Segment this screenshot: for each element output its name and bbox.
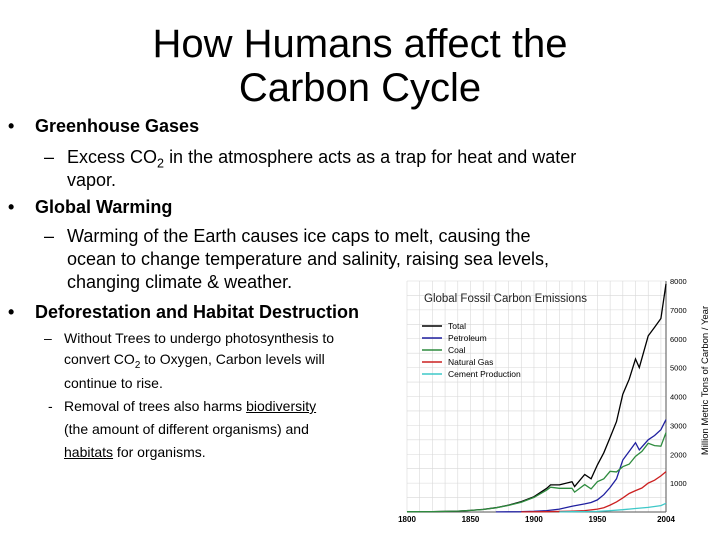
deforest-sub1-line3: continue to rise. [64, 375, 163, 391]
warming-sub-line1: Warming of the Earth causes ice caps to … [67, 226, 531, 246]
slide-title-line1: How Humans affect the [152, 22, 568, 66]
chart-y-tick-label: 2000 [670, 450, 687, 459]
chart-x-tick-label: 1800 [398, 515, 416, 524]
chart-background [398, 276, 720, 540]
slide-title-line2: Carbon Cycle [238, 66, 482, 110]
link-biodiversity[interactable]: biodiversity [246, 398, 317, 414]
deforest-sub1-line2: convert CO2 to Oxygen, Carbon levels wil… [64, 351, 325, 371]
sub-marker: – [44, 330, 52, 346]
sub-marker: – [44, 226, 55, 246]
warming-sub-line2: ocean to change temperature and salinity… [67, 249, 549, 269]
deforest-sub2-line3: habitats for organisms. [64, 444, 206, 460]
chart-series-line [495, 419, 667, 513]
chart-x-tick-label: 2004 [657, 515, 675, 524]
sub-marker: – [44, 147, 55, 167]
deforest-sub1-line1: Without Trees to undergo photosynthesis … [64, 330, 335, 346]
bullet-marker: • [8, 197, 15, 217]
deforest-sub2-line2: (the amount of different organisms) and [64, 421, 309, 437]
chart-legend-label: Cement Production [448, 369, 521, 379]
deforest-sub2-line1: Removal of trees also harms biodiversity [64, 398, 317, 414]
bullet-marker: • [8, 116, 15, 136]
carbon-emissions-chart: 1800 1850 1900 1950 2004 1000 2000 3000 4000 5000… [398, 276, 720, 540]
chart-y-tick-label: 3000 [670, 421, 687, 430]
chart-legend-label: Natural Gas [448, 357, 493, 367]
chart-legend-label: Total [448, 321, 466, 331]
warming-sub-line3: changing climate & weather. [67, 272, 293, 292]
chart-y-tick-label: 5000 [670, 364, 687, 373]
chart-y-tick-label: 7000 [670, 306, 687, 315]
sub-marker: - [48, 398, 53, 414]
chart-series-line [559, 502, 667, 513]
greenhouse-sub-line2: vapor. [67, 170, 117, 190]
chart-y-axis-label: Million Metric Tons of Carbon / Year [700, 306, 711, 455]
greenhouse-sub-line1: Excess CO2 in the atmosphere acts as a t… [67, 147, 577, 171]
chart-series-line [406, 432, 667, 513]
chart-y-tick-label: 4000 [670, 393, 687, 402]
bullet-global-warming: Global Warming [35, 197, 173, 217]
chart-x-tick-label: 1900 [525, 515, 543, 524]
link-habitats[interactable]: habitats [64, 444, 114, 460]
bullet-marker: • [8, 302, 15, 322]
chart-y-tick-label: 6000 [670, 335, 687, 344]
chart-x-tick-label: 1850 [462, 515, 480, 524]
chart-series-line [521, 471, 667, 513]
chart-x-tick-label: 1950 [589, 515, 607, 524]
chart-y-tick-label: 1000 [670, 479, 687, 488]
bullet-greenhouse-gases: Greenhouse Gases [35, 116, 200, 136]
chart-y-tick-label: 8000 [670, 277, 687, 286]
bullet-deforestation: Deforestation and Habitat Destruction [35, 302, 360, 322]
chart-legend-label: Petroleum [448, 333, 487, 343]
chart-legend-label: Coal [448, 345, 466, 355]
chart-title: Global Fossil Carbon Emissions [424, 293, 587, 305]
